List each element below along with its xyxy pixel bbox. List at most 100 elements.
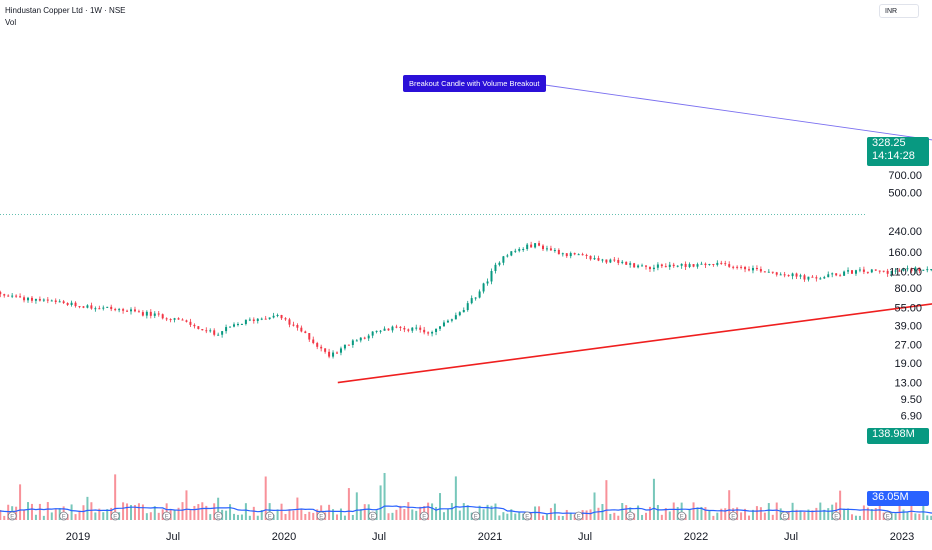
- volume-bar: [189, 509, 192, 520]
- volume-bar: [355, 492, 358, 520]
- earnings-marker-letter: E: [216, 515, 220, 521]
- candle-body: [312, 339, 315, 344]
- earnings-marker-letter: E: [680, 515, 684, 521]
- candle-body: [783, 274, 786, 276]
- volume-bar: [914, 513, 917, 520]
- earnings-marker: [162, 511, 172, 521]
- volume-bar: [133, 505, 136, 520]
- candle-body: [328, 351, 331, 357]
- volume-bar: [676, 507, 679, 520]
- candle-body: [692, 264, 695, 267]
- volume-bar: [15, 506, 18, 520]
- candle-body: [744, 266, 747, 270]
- volume-bar: [700, 506, 703, 520]
- candle-body: [803, 275, 806, 280]
- earnings-marker: [213, 511, 223, 521]
- earnings-marker-letter: E: [886, 515, 890, 521]
- candle-body: [740, 266, 743, 268]
- candle-body: [19, 296, 22, 298]
- candle-body: [42, 299, 45, 301]
- volume-bar: [518, 511, 521, 520]
- candle-body: [799, 275, 802, 277]
- candle-body: [38, 298, 41, 301]
- volume-bar: [209, 514, 212, 520]
- earnings-marker: [625, 511, 635, 521]
- volume-bar: [498, 515, 501, 520]
- volume-bar: [27, 502, 30, 520]
- volume-bar: [395, 509, 398, 520]
- volume-bar: [827, 508, 830, 520]
- candle-body: [502, 256, 505, 263]
- candle-body: [383, 328, 386, 331]
- volume-bar: [744, 508, 747, 520]
- candle-body: [577, 254, 580, 256]
- time-tick-label: Jul: [166, 531, 180, 543]
- volume-bar: [126, 503, 129, 520]
- volume-bar: [462, 503, 465, 520]
- volume-bar: [252, 506, 255, 520]
- volume-bar: [514, 513, 517, 520]
- candle-body: [367, 335, 370, 339]
- volume-bar: [42, 515, 45, 520]
- volume-bar: [351, 514, 354, 520]
- candle-body: [462, 309, 465, 313]
- volume-bar: [482, 509, 485, 520]
- candle-body: [284, 318, 287, 320]
- candle-body: [145, 311, 148, 316]
- candle-body: [660, 264, 663, 267]
- volume-bar: [771, 514, 774, 520]
- candle-body: [58, 301, 61, 303]
- candle-body: [324, 348, 327, 352]
- candle-body: [371, 331, 374, 336]
- volume-bar: [716, 512, 719, 520]
- candle-body: [474, 297, 477, 299]
- candle-body: [724, 263, 727, 265]
- candle-body: [252, 319, 255, 322]
- volume-bar: [466, 505, 469, 520]
- candle-body: [46, 299, 49, 301]
- volume-legend-label[interactable]: Vol: [5, 18, 17, 27]
- candle-body: [415, 327, 418, 329]
- candle-body: [819, 278, 822, 280]
- volume-bar: [755, 506, 758, 520]
- candle-body: [914, 267, 917, 272]
- earnings-marker-letter: E: [731, 515, 735, 521]
- candle-body: [839, 275, 842, 277]
- volume-bar: [411, 509, 414, 520]
- symbol-title[interactable]: Hindustan Copper Ltd · 1W · NSE: [5, 6, 126, 15]
- volume-bar: [823, 509, 826, 520]
- price-tick-label: 39.00: [894, 320, 922, 332]
- candle-body: [300, 327, 303, 332]
- volume-bar: [50, 512, 53, 520]
- candle-body: [90, 305, 93, 309]
- candle-body: [173, 318, 176, 320]
- volume-bar: [811, 510, 814, 520]
- volume-bar: [78, 510, 81, 520]
- time-tick-label: Jul: [372, 531, 386, 543]
- candle-body: [688, 264, 691, 267]
- volume-bar: [926, 515, 929, 520]
- volume-bar: [90, 502, 93, 520]
- volume-bar: [343, 515, 346, 520]
- candle-body: [23, 297, 26, 301]
- currency-label[interactable]: INR: [879, 4, 919, 18]
- volume-bar: [831, 504, 834, 520]
- candle-body: [213, 330, 216, 335]
- candle-body: [668, 264, 671, 267]
- candle-body: [621, 261, 624, 263]
- candle-body: [922, 269, 925, 271]
- annotation-callout[interactable]: Breakout Candle with Volume Breakout: [403, 75, 546, 92]
- volume-bar: [668, 511, 671, 520]
- candle-body: [748, 269, 751, 271]
- candle-body: [565, 253, 568, 257]
- candle-body: [403, 327, 406, 330]
- candle-body: [106, 306, 109, 308]
- volume-bar: [486, 504, 489, 520]
- candle-body: [34, 298, 37, 301]
- volume-bar: [339, 508, 342, 520]
- volume-bar: [918, 513, 921, 520]
- volume-bar: [379, 485, 382, 520]
- candle-body: [15, 295, 18, 297]
- candle-body: [137, 311, 140, 313]
